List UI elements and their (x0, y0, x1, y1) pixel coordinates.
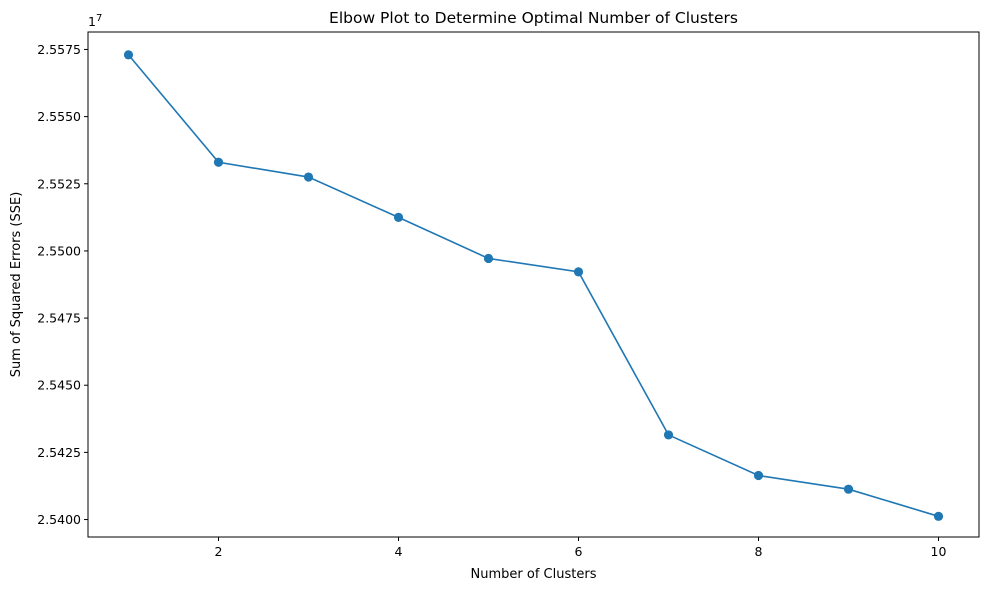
y-tick-label: 2.5425 (37, 445, 81, 460)
y-tick-label: 2.5500 (37, 243, 81, 258)
y-tick-label: 2.5400 (37, 512, 81, 527)
data-point (573, 267, 584, 277)
x-tick-label: 2 (215, 544, 223, 559)
x-tick-label: 4 (395, 544, 403, 559)
y-tick-label: 2.5575 (37, 42, 81, 57)
x-tick-label: 10 (931, 544, 947, 559)
data-point (663, 430, 674, 440)
series-group (123, 50, 944, 521)
chart-title: Elbow Plot to Determine Optimal Number o… (329, 9, 738, 27)
series-line (127, 54, 939, 518)
data-point (933, 511, 944, 521)
y-axis-label: Sum of Squared Errors (SSE) (9, 192, 24, 378)
data-point (843, 484, 854, 494)
data-point (393, 212, 404, 222)
data-point (483, 253, 494, 264)
y-axis-offset-label: 17 (88, 13, 102, 29)
y-tick-label: 2.5525 (37, 176, 81, 191)
data-point (123, 50, 134, 60)
y-tick-label: 2.5550 (37, 109, 81, 124)
y-axis-ticks: 2.5400 2.5425 2.5450 2.5475 2.5500 2.5525 2.55… (37, 42, 88, 527)
x-tick-label: 8 (755, 544, 763, 559)
x-tick-label: 6 (575, 544, 583, 559)
y-tick-label: 2.5450 (37, 378, 81, 393)
x-axis-label: Number of Clusters (471, 567, 597, 582)
y-tick-label: 2.5475 (37, 311, 81, 326)
data-point (303, 172, 314, 182)
plot-frame (87, 31, 980, 538)
data-point (753, 470, 764, 481)
data-point (213, 157, 224, 167)
x-axis-ticks: 2 4 6 8 10 (215, 537, 947, 559)
